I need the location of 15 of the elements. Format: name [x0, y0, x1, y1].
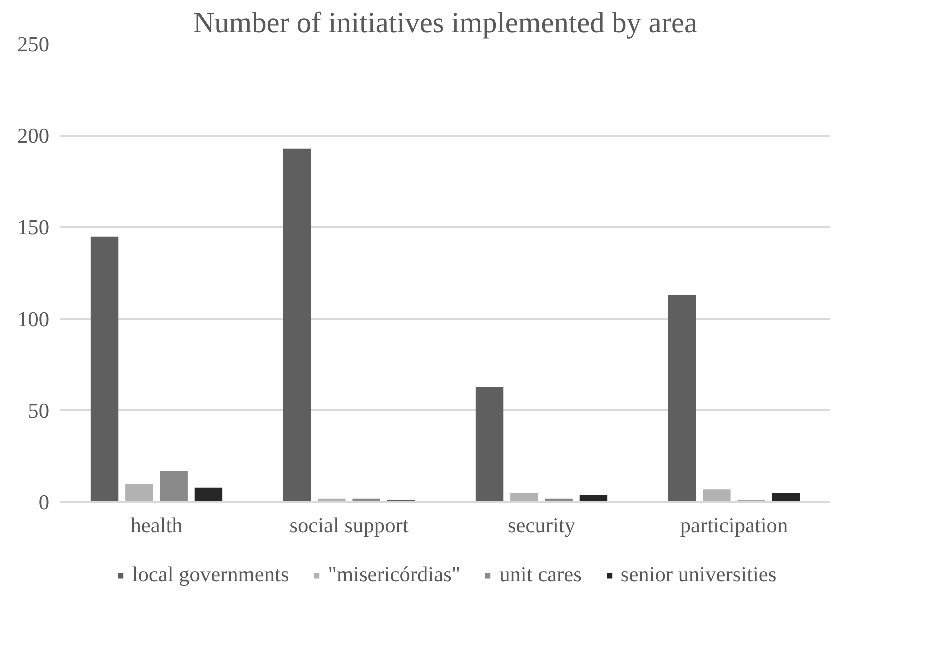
- legend-label: local governments: [132, 562, 290, 588]
- y-tick-label: 250: [18, 32, 50, 56]
- chart-title: Number of initiatives implemented by area: [193, 8, 698, 40]
- y-tick-label: 0: [38, 490, 50, 514]
- x-tick-label: security: [508, 514, 576, 538]
- x-tick-label: social support: [290, 514, 409, 538]
- x-tick-label: health: [130, 514, 184, 538]
- y-tick-label: 200: [18, 124, 50, 148]
- legend-label: senior universities: [620, 562, 777, 588]
- y-tick-label: 100: [18, 307, 50, 332]
- y-tick-label: 50: [28, 398, 50, 423]
- x-tick-label: participation: [680, 514, 788, 538]
- legend-label: "misericórdias": [328, 562, 461, 588]
- y-tick-label: 150: [18, 216, 50, 240]
- legend-label: unit cares: [500, 562, 582, 588]
